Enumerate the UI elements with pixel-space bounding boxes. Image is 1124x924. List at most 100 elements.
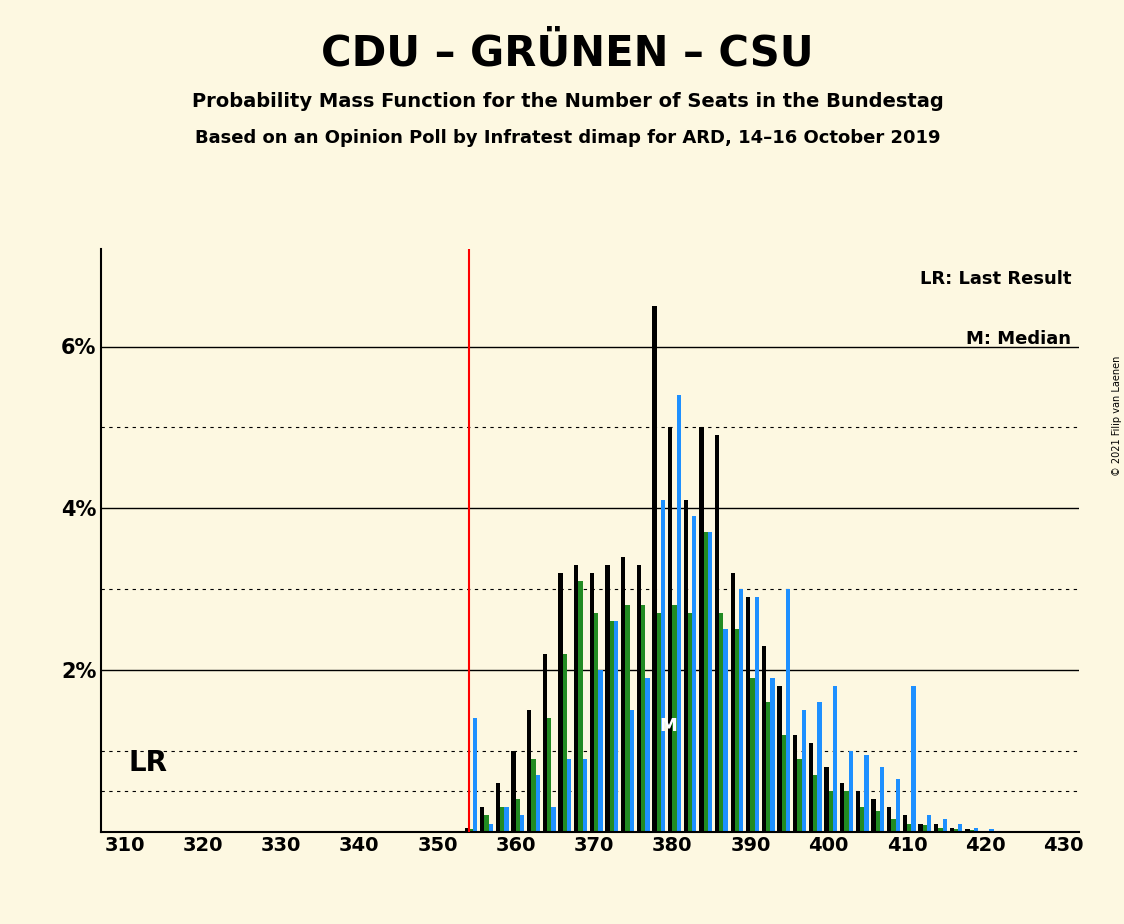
Bar bbox=[614, 621, 618, 832]
Text: Probability Mass Function for the Number of Seats in the Bundestag: Probability Mass Function for the Number… bbox=[192, 92, 943, 112]
Bar bbox=[770, 678, 774, 832]
Text: CDU – GRÜNEN – CSU: CDU – GRÜNEN – CSU bbox=[321, 32, 814, 74]
Bar bbox=[469, 829, 473, 832]
Bar bbox=[543, 654, 547, 832]
Bar bbox=[683, 500, 688, 832]
Bar bbox=[582, 759, 587, 832]
Bar bbox=[927, 815, 931, 832]
Bar bbox=[527, 711, 532, 832]
Bar bbox=[496, 784, 500, 832]
Bar bbox=[480, 808, 484, 832]
Bar bbox=[563, 654, 566, 832]
Bar bbox=[559, 573, 563, 832]
Bar bbox=[520, 815, 525, 832]
Bar bbox=[778, 686, 782, 832]
Bar bbox=[500, 808, 505, 832]
Bar bbox=[593, 614, 598, 832]
Bar bbox=[652, 306, 656, 832]
Bar bbox=[896, 779, 900, 832]
Bar bbox=[767, 702, 770, 832]
Bar bbox=[907, 823, 912, 832]
Bar bbox=[855, 791, 860, 832]
Bar bbox=[606, 565, 609, 832]
Bar bbox=[636, 565, 641, 832]
Bar bbox=[794, 735, 797, 832]
Bar bbox=[740, 590, 743, 832]
Bar bbox=[590, 573, 593, 832]
Bar bbox=[809, 743, 813, 832]
Bar bbox=[966, 829, 970, 832]
Bar bbox=[864, 755, 869, 832]
Bar bbox=[715, 435, 719, 832]
Bar bbox=[824, 767, 828, 832]
Bar bbox=[641, 605, 645, 832]
Bar bbox=[598, 670, 602, 832]
Bar bbox=[912, 686, 916, 832]
Bar bbox=[735, 629, 740, 832]
Bar bbox=[950, 828, 954, 832]
Text: M: Median: M: Median bbox=[967, 331, 1071, 348]
Bar bbox=[566, 759, 571, 832]
Bar bbox=[464, 828, 469, 832]
Bar bbox=[629, 711, 634, 832]
Bar bbox=[699, 427, 704, 832]
Bar bbox=[954, 829, 958, 832]
Bar bbox=[505, 808, 509, 832]
Bar bbox=[844, 791, 849, 832]
Bar bbox=[762, 646, 767, 832]
Bar bbox=[692, 517, 697, 832]
Bar bbox=[891, 820, 896, 832]
Bar bbox=[484, 815, 489, 832]
Bar bbox=[923, 825, 927, 832]
Bar bbox=[574, 565, 579, 832]
Bar bbox=[918, 823, 923, 832]
Bar bbox=[552, 808, 555, 832]
Bar bbox=[970, 830, 973, 832]
Bar bbox=[746, 597, 751, 832]
Bar bbox=[849, 750, 853, 832]
Bar bbox=[489, 823, 493, 832]
Bar bbox=[719, 614, 724, 832]
Bar bbox=[989, 829, 994, 832]
Bar bbox=[708, 532, 713, 832]
Bar bbox=[731, 573, 735, 832]
Bar bbox=[751, 678, 755, 832]
Bar bbox=[797, 759, 801, 832]
Bar bbox=[939, 828, 943, 832]
Bar bbox=[661, 500, 665, 832]
Text: © 2021 Filip van Laenen: © 2021 Filip van Laenen bbox=[1112, 356, 1122, 476]
Bar bbox=[688, 614, 692, 832]
Bar bbox=[880, 767, 885, 832]
Text: LR: LR bbox=[128, 748, 167, 777]
Bar bbox=[876, 811, 880, 832]
Bar bbox=[828, 791, 833, 832]
Bar bbox=[755, 597, 759, 832]
Bar bbox=[536, 775, 540, 832]
Bar bbox=[620, 556, 625, 832]
Bar bbox=[672, 605, 677, 832]
Bar bbox=[704, 532, 708, 832]
Bar bbox=[813, 775, 817, 832]
Bar bbox=[887, 808, 891, 832]
Bar bbox=[645, 678, 650, 832]
Text: LR: Last Result: LR: Last Result bbox=[919, 270, 1071, 287]
Bar bbox=[625, 605, 629, 832]
Bar bbox=[934, 823, 939, 832]
Bar bbox=[724, 629, 727, 832]
Bar bbox=[871, 799, 876, 832]
Bar bbox=[840, 784, 844, 832]
Bar bbox=[547, 719, 552, 832]
Bar bbox=[958, 823, 962, 832]
Bar bbox=[860, 808, 864, 832]
Bar bbox=[609, 621, 614, 832]
Bar bbox=[511, 750, 516, 832]
Bar bbox=[579, 581, 582, 832]
Bar bbox=[668, 427, 672, 832]
Bar bbox=[516, 799, 520, 832]
Bar bbox=[833, 686, 837, 832]
Bar bbox=[677, 395, 681, 832]
Bar bbox=[786, 590, 790, 832]
Bar bbox=[532, 759, 536, 832]
Bar bbox=[473, 719, 478, 832]
Bar bbox=[943, 820, 946, 832]
